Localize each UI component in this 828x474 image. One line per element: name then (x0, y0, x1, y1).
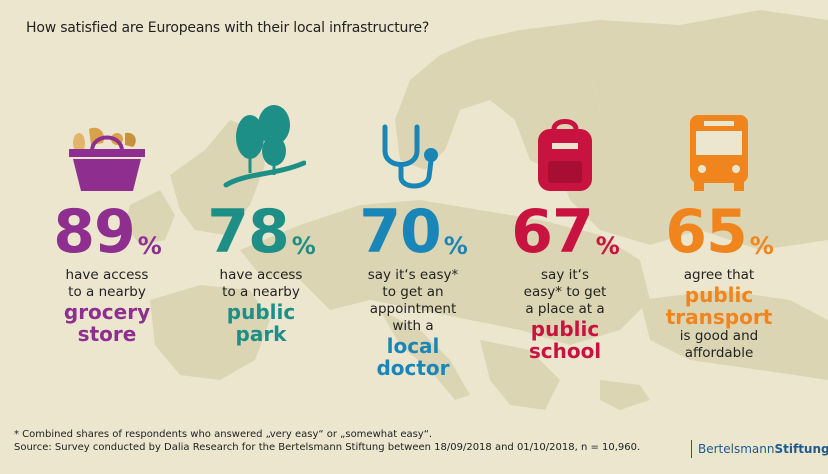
backpack-icon (490, 108, 640, 193)
stat-unit: % (137, 232, 162, 260)
stat-text: appointment (369, 301, 457, 317)
stat-highlight: doctor (376, 356, 450, 380)
stat-value: 67 (511, 197, 593, 267)
stat-text: to a nearby (68, 284, 146, 300)
shopping-basket-icon (32, 108, 182, 193)
stat-text: with a (392, 318, 434, 334)
stat-value: 70 (359, 197, 441, 267)
stat-highlight: public (530, 317, 600, 341)
stat-highlight: store (77, 322, 137, 346)
bus-icon (644, 108, 794, 193)
stat-local-doctor: 70% say it‘s easy* to get an appointment… (338, 108, 488, 379)
footnote-definition: * Combined shares of respondents who ans… (14, 429, 433, 440)
chart-title: How satisfied are Europeans with their l… (26, 20, 430, 36)
stat-text: a place at a (525, 301, 605, 317)
brand-name-part1: Bertelsmann (698, 442, 775, 456)
stat-highlight: local (386, 334, 440, 358)
stat-text: say it‘s easy* (367, 267, 459, 283)
stat-highlight: school (528, 339, 602, 363)
stat-text: have access (219, 267, 303, 283)
stat-public-school: 67% say it‘s easy* to get a place at a p… (490, 108, 640, 362)
stat-text: have access (65, 267, 149, 283)
stat-highlight: public (684, 283, 754, 307)
stat-highlight: grocery (63, 300, 151, 324)
stat-public-park: 78% have access to a nearby public park (186, 105, 336, 346)
stat-text: agree that (683, 267, 755, 283)
stat-unit: % (443, 232, 468, 260)
stat-text: to a nearby (222, 284, 300, 300)
stat-highlight: park (235, 322, 287, 346)
trees-icon (186, 105, 336, 193)
footnote: * Combined shares of respondents who ans… (14, 428, 640, 454)
stat-text: is good and (679, 328, 759, 344)
stat-text: to get an (382, 284, 444, 300)
stat-public-transport: 65% agree that public transport is good … (644, 108, 794, 362)
stat-highlight: transport (665, 305, 773, 329)
stat-value: 65 (665, 197, 747, 267)
stat-text: affordable (684, 345, 754, 361)
stat-value: 78 (207, 197, 289, 267)
stat-grocery-store: 89% have access to a nearby grocery stor… (32, 108, 182, 345)
stat-unit: % (749, 232, 774, 260)
stat-text: say it‘s (541, 267, 589, 283)
stat-highlight: public (226, 300, 296, 324)
stat-unit: % (291, 232, 316, 260)
brand-name-part2: Stiftung (774, 442, 828, 456)
stat-value: 89 (53, 197, 135, 267)
brand-logo: BertelsmannStiftung (691, 440, 828, 458)
stat-unit: % (595, 232, 620, 260)
stethoscope-icon (338, 108, 488, 193)
stat-text: easy* to get (523, 284, 607, 300)
footnote-source: Source: Survey conducted by Dalia Resear… (14, 442, 641, 453)
